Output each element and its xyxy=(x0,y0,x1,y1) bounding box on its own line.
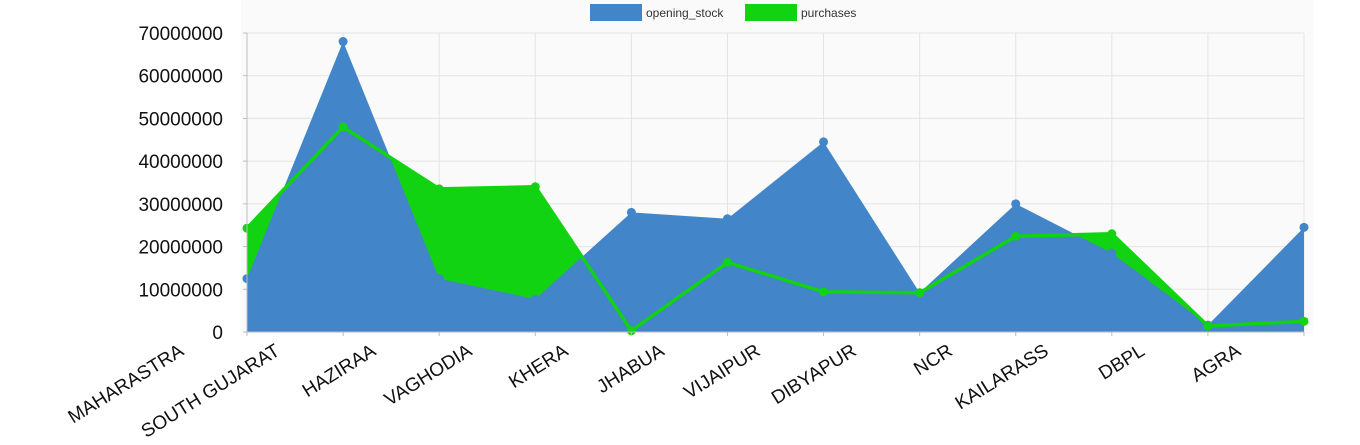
legend-swatch-purchases[interactable] xyxy=(745,4,797,21)
opening-stock-point xyxy=(819,137,829,147)
opening-stock-point xyxy=(434,274,444,284)
y-tick-label: 0 xyxy=(212,323,223,344)
purchases-line-group xyxy=(245,125,1305,333)
y-tick-label: 10000000 xyxy=(138,280,223,301)
y-tick-label: 70000000 xyxy=(138,24,223,45)
axes xyxy=(246,33,1304,333)
purchases-line xyxy=(245,125,1305,333)
x-tick-label: NCR xyxy=(910,340,956,380)
y-axis-ticks: 70000000 60000000 50000000 40000000 30000000… xyxy=(138,24,247,344)
opening-stock-point xyxy=(1107,248,1117,258)
x-tick-label: VAGHODIA xyxy=(381,340,476,410)
opening-stock-point xyxy=(530,294,540,304)
opening-stock-point xyxy=(338,37,348,47)
purchases-point xyxy=(1107,229,1117,239)
purchases-point xyxy=(1203,321,1213,331)
x-tick-label: DBPL xyxy=(1095,340,1148,384)
y-tick-label: 40000000 xyxy=(138,152,223,173)
x-tick-label: DIBYAPUR xyxy=(768,340,860,409)
opening-stock-point xyxy=(1299,222,1309,232)
purchases-point xyxy=(530,182,540,192)
legend-label-purchases[interactable]: purchases xyxy=(801,6,856,20)
y-tick-label: 50000000 xyxy=(138,109,223,130)
x-tick-label: AGRA xyxy=(1188,340,1245,387)
purchases-point xyxy=(1299,316,1309,326)
opening-stock-point xyxy=(722,214,732,224)
purchases-point xyxy=(338,122,348,132)
y-tick-label: 30000000 xyxy=(138,195,223,216)
y-tick-label: 20000000 xyxy=(138,238,223,259)
x-tick-label: HAZIRAA xyxy=(299,340,380,402)
purchases-point xyxy=(722,257,732,267)
data-points xyxy=(242,37,1309,336)
legend-label-opening-stock[interactable]: opening_stock xyxy=(646,6,724,20)
legend[interactable]: opening_stock purchases xyxy=(590,4,856,21)
purchases-point xyxy=(915,288,925,298)
opening-stock-area xyxy=(247,41,1304,333)
opening-stock-point xyxy=(626,207,636,217)
x-tick-label: JHABUA xyxy=(593,340,668,398)
purchases-point xyxy=(1011,231,1021,241)
y-tick-label: 60000000 xyxy=(138,67,223,88)
x-tick-label: KAILARASS xyxy=(952,340,1053,414)
opening-stock-point xyxy=(1011,199,1021,209)
purchases-point xyxy=(819,287,829,297)
purchases-point xyxy=(434,184,444,194)
area-fills xyxy=(247,41,1304,333)
purchases-point xyxy=(626,326,636,336)
x-tick-label: VIJAIPUR xyxy=(681,340,765,403)
legend-swatch-opening-stock[interactable] xyxy=(590,4,642,21)
x-tick-label: KHERA xyxy=(505,340,572,393)
